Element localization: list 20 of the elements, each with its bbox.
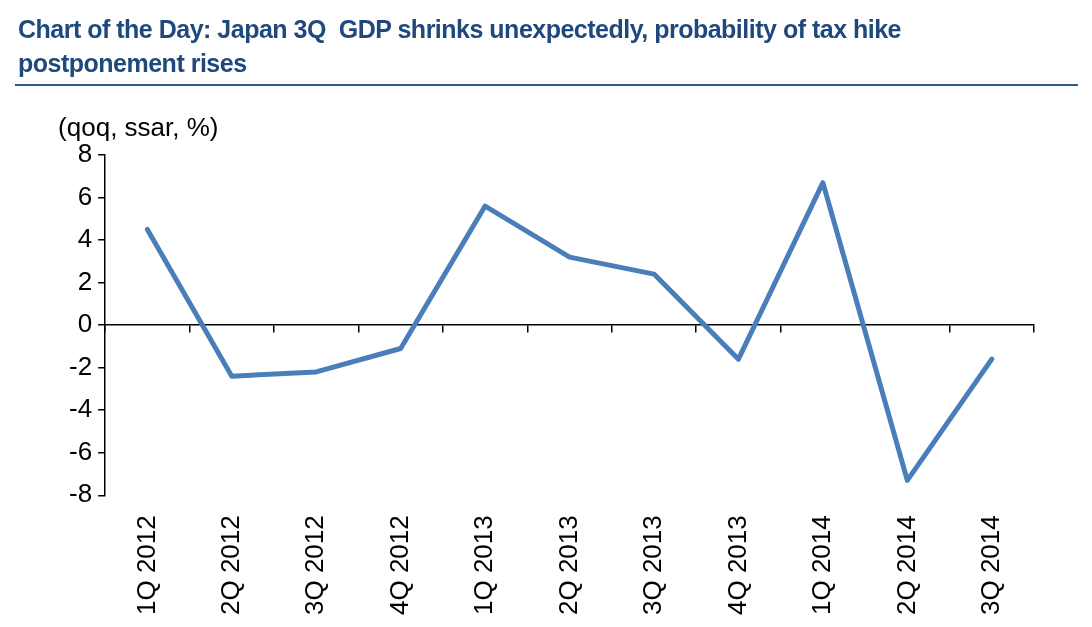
x-tick-label: 4Q 2013	[721, 515, 752, 615]
y-tick-label: -6	[68, 435, 93, 466]
y-tick-label: -4	[68, 393, 93, 424]
y-tick-label: 6	[77, 180, 93, 211]
y-tick-label: -2	[68, 350, 93, 381]
y-tick-label: 0	[77, 308, 93, 339]
x-tick-label: 1Q 2012	[130, 515, 161, 615]
y-tick-label: 4	[77, 223, 93, 254]
x-tick-label: 1Q 2014	[806, 515, 837, 615]
x-tick-label: 2Q 2012	[214, 515, 245, 615]
x-tick-label: 2Q 2013	[552, 515, 583, 615]
x-tick-label: 3Q 2014	[974, 515, 1005, 615]
x-tick-label: 3Q 2012	[299, 515, 330, 615]
x-tick-label: 2Q 2014	[890, 515, 921, 615]
x-tick-label: 3Q 2013	[637, 515, 668, 615]
x-tick-label: 4Q 2012	[383, 515, 414, 615]
y-tick-label: -8	[68, 478, 93, 509]
y-tick-label: 2	[77, 265, 93, 296]
x-tick-label: 1Q 2013	[468, 515, 499, 615]
chart-title: Chart of the Day: Japan 3Q GDP shrinks unexpectedly, probability of tax hike postponement rises	[18, 14, 903, 79]
